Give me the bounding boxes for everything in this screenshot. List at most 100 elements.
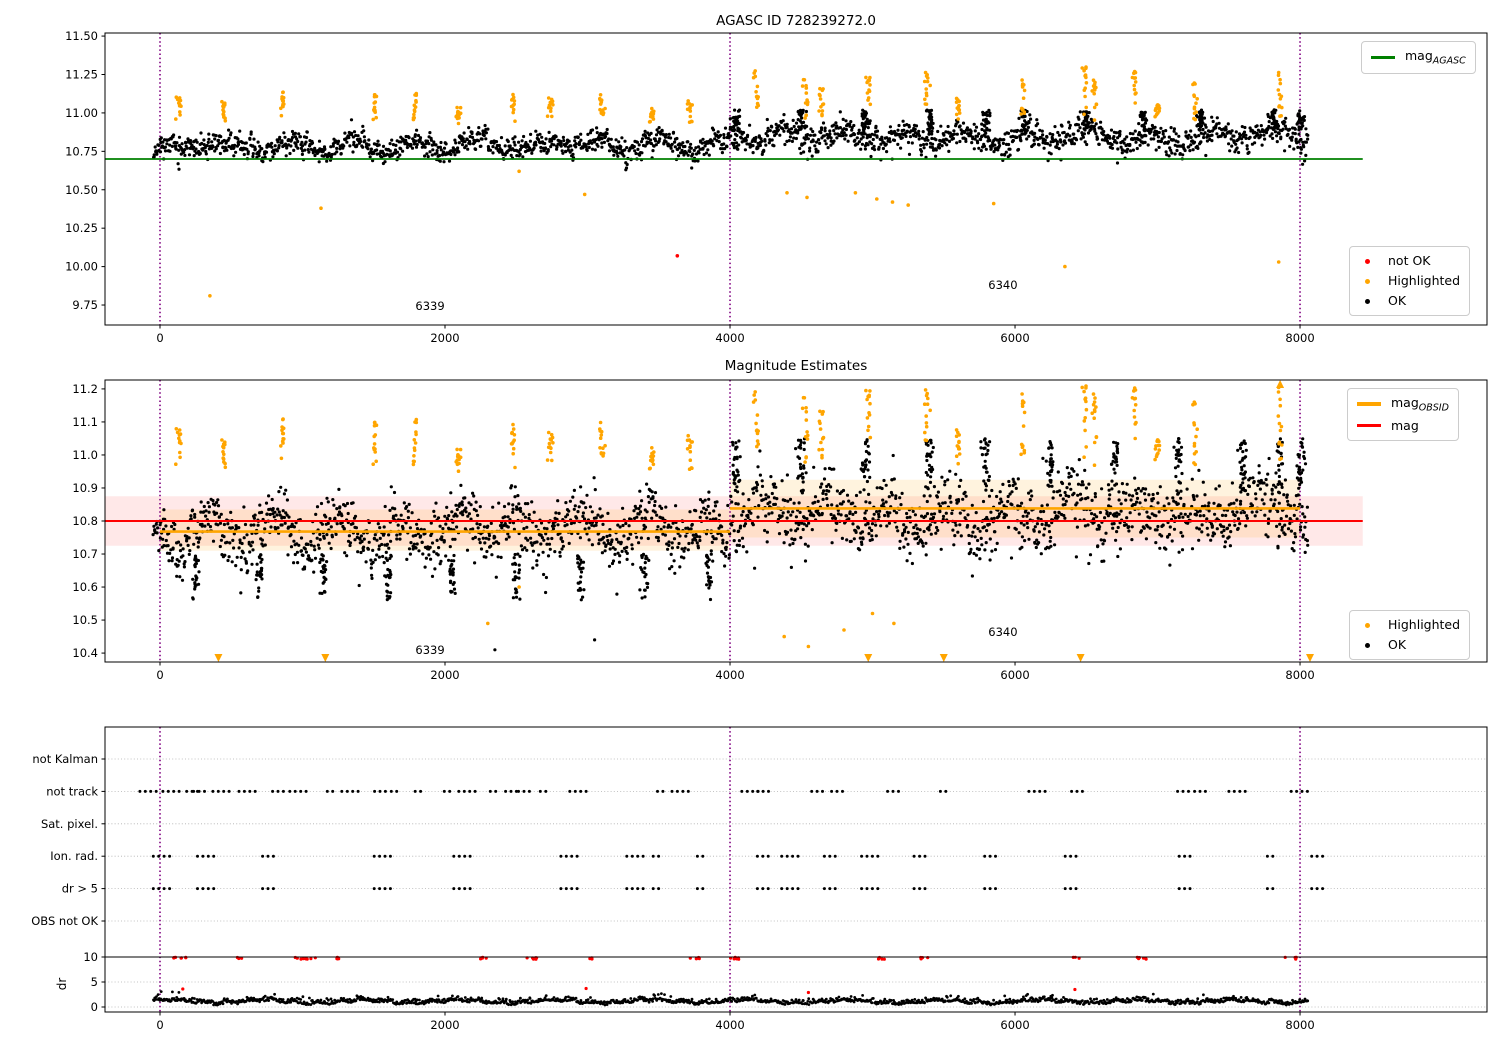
obsid-annotation-6339-mid: 6339 [415,643,445,658]
x-tick-label: 6000 [1000,668,1029,682]
dot-swatch-black-icon [1365,298,1370,304]
grid [105,758,1487,1008]
y-tick-label: 10.4 [72,646,98,660]
dot-swatch-orange-icon [1365,278,1370,284]
dot-swatch-red-icon [1365,258,1370,264]
x-tick-label: 6000 [1000,1018,1029,1032]
flag-points [138,789,1325,891]
highlighted-points [174,384,1284,649]
flag-row-label: not Kalman [32,752,98,766]
legend-item-ok: OK [1359,635,1460,655]
dr-tick-label: 5 [91,975,98,989]
flag-row-label: not track [46,784,98,798]
dr-clipped-points [172,955,1298,995]
line-swatch-orange-icon [1357,402,1381,407]
x-tick-label: 6000 [1000,331,1029,345]
legend-item-mag-obsid: magOBSID [1357,393,1449,416]
highlighted-points [174,65,1284,298]
flag-row-label: dr > 5 [62,882,98,896]
x-axis: 0 2000 4000 6000 8000 [156,325,1315,345]
x-tick-label: 4000 [715,1018,744,1032]
y-tick-label: 10.8 [72,514,98,528]
y-tick-label: 10.00 [65,260,98,274]
plot-flags: 0 2000 4000 6000 8000 not Kalman not track Sat.… [31,726,1488,1032]
dr-trace [152,990,1310,1007]
y-tick-label: 10.6 [72,580,98,594]
legend-item-mag-agasc: magAGASC [1371,46,1466,69]
legend-label: OK [1388,637,1407,652]
dr-axis-label: dr [55,978,69,991]
x-tick-label: 8000 [1285,1018,1314,1032]
y-tick-label: 9.75 [72,298,98,312]
y-tick-label: 11.25 [65,67,98,81]
obsid-divider-lines [159,33,1301,325]
y-axis: 9.75 10.00 10.25 10.50 10.75 11.00 11.25 11.50 [65,29,105,312]
legend-item-ok: OK [1359,291,1460,311]
x-tick-label: 2000 [430,1018,459,1032]
legend-label: magAGASC [1405,48,1466,67]
legend-point-types-mid: Highlighted OK [1349,610,1471,660]
y-tick-label: 11.00 [65,106,98,120]
x-axis: 0 2000 4000 6000 8000 [156,1012,1315,1032]
line-swatch-red-icon [1357,424,1381,428]
x-tick-label: 0 [156,668,163,682]
obsid-annotation-6340: 6340 [988,277,1018,292]
y-tick-label: 11.1 [72,415,98,429]
plot-magest: 0 2000 4000 6000 800010.410.510.610.710.810.… [72,379,1488,682]
plot-agasc: 0 2000 4000 6000 8000 9.75 10.00 10.25 10.50 10.7… [65,29,1488,345]
x-tick-label: 8000 [1285,331,1314,345]
line-swatch-green-icon [1371,55,1395,59]
legend-label: Highlighted [1388,273,1461,288]
y-axis-labels: not Kalman not track Sat. pixel. Ion. rad. d… [31,752,105,1014]
flag-row-label: OBS not OK [31,914,98,928]
x-tick-label: 2000 [430,331,459,345]
legend-label: magOBSID [1391,395,1449,414]
obsid-divider-lines [159,380,1301,662]
x-tick-label: 4000 [715,668,744,682]
y-axis: 10.4 10.5 10.6 10.7 10.8 10.9 11.0 11.1 11.2 [72,382,105,660]
legend-mag-lines: magOBSID mag [1347,388,1459,441]
plot2-title: Magnitude Estimates [724,358,868,374]
plot1-title: AGASC ID 728239272.0 [716,13,876,29]
legend-mag-agasc: magAGASC [1361,41,1476,74]
dr-tick-label: 10 [83,950,98,964]
legend-label: not OK [1388,253,1431,268]
obsid-annotation-6340-mid: 6340 [988,624,1018,639]
x-tick-label: 2000 [430,668,459,682]
not-ok-points [675,254,680,258]
y-tick-label: 10.75 [65,144,98,158]
y-tick-label: 11.2 [72,382,98,396]
y-tick-label: 10.5 [72,613,98,627]
ok-points [151,437,1310,652]
legend-point-types: not OK Highlighted OK [1349,246,1471,316]
x-tick-label: 0 [156,331,163,345]
x-tick-label: 8000 [1285,668,1314,682]
legend-item-highlighted: Highlighted [1359,615,1460,635]
y-tick-label: 10.7 [72,547,98,561]
legend-item-mag: mag [1357,416,1449,436]
legend-label: OK [1388,293,1407,308]
y-tick-label: 10.25 [65,221,98,235]
obsid-divider-lines [159,727,1301,1012]
x-tick-label: 0 [156,1018,163,1032]
dr-tick-label: 0 [91,1000,98,1014]
x-tick-label: 4000 [715,331,744,345]
y-tick-label: 11.50 [65,29,98,43]
x-axis: 0 2000 4000 6000 8000 [156,662,1315,682]
legend-item-highlighted: Highlighted [1359,271,1460,291]
legend-item-not-ok: not OK [1359,251,1460,271]
y-tick-label: 11.0 [72,448,98,462]
dot-swatch-orange-icon [1365,622,1370,628]
dot-swatch-black-icon [1365,642,1370,648]
flag-row-label: Sat. pixel. [41,817,98,831]
obsid-annotation-6339: 6339 [415,299,445,314]
flag-row-label: Ion. rad. [50,849,98,863]
y-tick-label: 10.50 [65,183,98,197]
y-tick-label: 10.9 [72,481,98,495]
clip-markers [214,380,1315,662]
legend-label: Highlighted [1388,617,1461,632]
legend-label: mag [1391,417,1419,433]
ok-points [152,104,1310,172]
